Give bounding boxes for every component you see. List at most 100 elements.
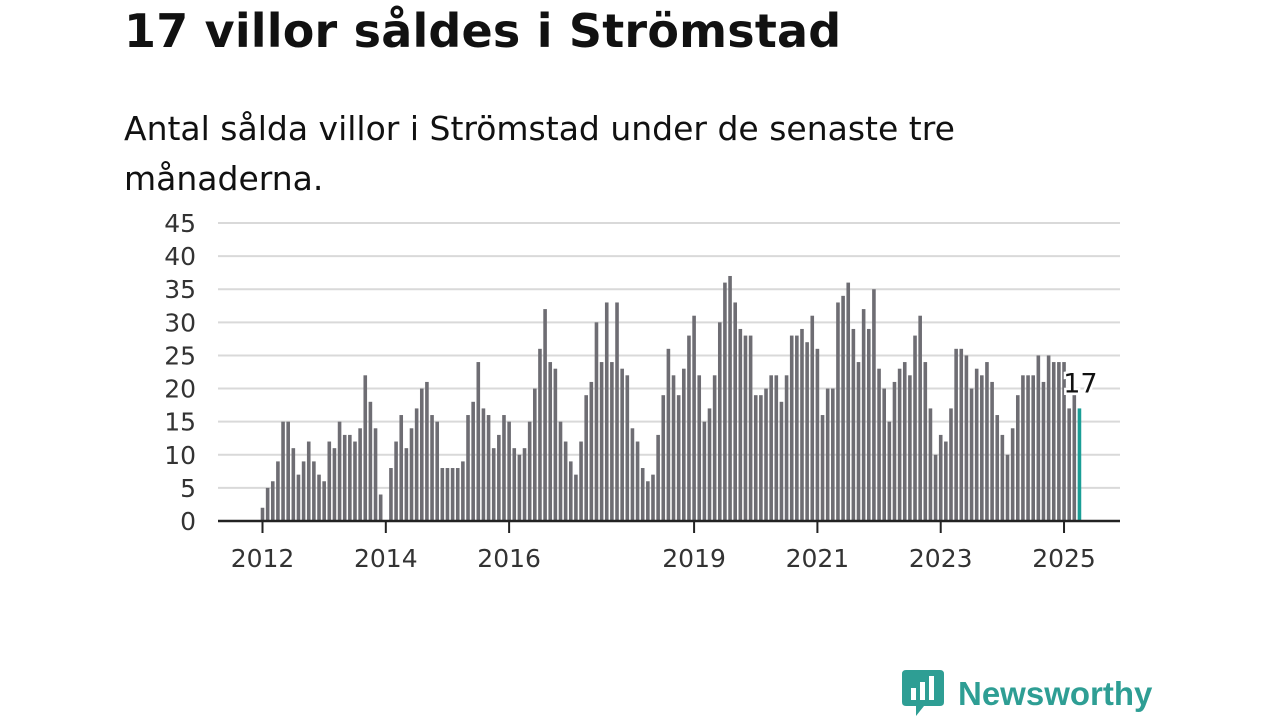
- highlight-data-label: 17: [1063, 368, 1097, 399]
- bar: [270, 481, 275, 521]
- bar: [902, 362, 907, 521]
- bar: [995, 415, 1000, 521]
- bar: [445, 468, 450, 521]
- bar: [389, 468, 393, 521]
- bar: [342, 434, 347, 521]
- bar: [337, 421, 342, 521]
- bars: 17: [260, 275, 1100, 521]
- bar: [815, 348, 820, 521]
- bar: [312, 461, 316, 521]
- bar: [1021, 375, 1025, 521]
- bar: [327, 441, 332, 521]
- bar: [604, 302, 609, 521]
- bar: [692, 315, 696, 521]
- bar: [892, 381, 897, 521]
- bar: [399, 415, 404, 521]
- bar: [959, 348, 964, 521]
- bar: [908, 375, 912, 521]
- y-tick-label: 45: [164, 209, 196, 238]
- bar: [800, 328, 804, 521]
- bar: [846, 282, 851, 521]
- bar: [769, 375, 773, 521]
- bar: [702, 421, 707, 521]
- bar: [841, 295, 845, 521]
- bar: [831, 388, 835, 521]
- bar: [579, 441, 583, 521]
- bar: [497, 434, 501, 521]
- bar: [286, 421, 290, 521]
- bar: [281, 421, 285, 521]
- bar: [1067, 408, 1071, 521]
- bar: [404, 448, 409, 521]
- bar: [322, 481, 326, 521]
- bar: [348, 434, 352, 521]
- bar: [954, 348, 958, 521]
- bar: [784, 375, 789, 521]
- bar-highlight: [1077, 408, 1082, 521]
- bar: [620, 368, 624, 521]
- bar: [409, 428, 414, 521]
- bar: [933, 454, 938, 521]
- y-tick-label: 40: [164, 242, 196, 271]
- bar: [671, 375, 676, 521]
- bar: [543, 309, 547, 521]
- bar: [461, 461, 465, 521]
- bar: [985, 362, 989, 521]
- bar: [969, 388, 974, 521]
- bar: [522, 448, 527, 521]
- bar: [533, 388, 537, 521]
- bar: [630, 428, 635, 521]
- x-tick-label: 2012: [231, 544, 295, 573]
- bar: [651, 474, 655, 521]
- bar: [646, 481, 650, 521]
- bar: [435, 421, 439, 521]
- bar: [980, 375, 984, 521]
- x-tick-label: 2016: [477, 544, 541, 573]
- bar: [759, 395, 763, 521]
- bar: [728, 275, 732, 521]
- bar: [563, 441, 568, 521]
- bar: [491, 448, 496, 521]
- bar: [661, 395, 666, 521]
- bar: [615, 302, 619, 521]
- bar: [1005, 454, 1010, 521]
- bar: [265, 487, 270, 521]
- bar: [363, 375, 368, 521]
- bar: [1057, 362, 1061, 521]
- x-tick-label: 2025: [1032, 544, 1096, 573]
- bar: [476, 362, 481, 521]
- bar: [594, 322, 599, 521]
- x-tick-label: 2021: [786, 544, 850, 573]
- bar: [795, 335, 799, 521]
- bar: [897, 368, 902, 521]
- bar: [455, 468, 460, 521]
- bar: [743, 335, 748, 521]
- bar: [1031, 375, 1035, 521]
- bar: [810, 315, 815, 521]
- bar: [440, 468, 445, 521]
- bar: [512, 448, 517, 521]
- bar: [820, 415, 825, 521]
- bar: [733, 302, 737, 521]
- bar: [481, 408, 486, 521]
- bar: [676, 395, 681, 521]
- bar: [466, 415, 470, 521]
- bar: [928, 408, 933, 521]
- bar: [723, 282, 727, 521]
- bar: [584, 395, 588, 521]
- bar: [666, 348, 671, 521]
- bar: [687, 335, 691, 521]
- x-tick-label: 2023: [909, 544, 973, 573]
- y-tick-label: 10: [164, 441, 196, 470]
- bar: [553, 368, 558, 521]
- y-tick-label: 0: [180, 507, 196, 536]
- bar: [301, 461, 306, 521]
- bar: [697, 375, 702, 521]
- bar: [882, 388, 886, 521]
- bar: [738, 328, 743, 521]
- bar: [568, 461, 573, 521]
- bar: [1036, 355, 1041, 521]
- x-tick-label: 2014: [354, 544, 418, 573]
- newsworthy-logo-icon: [902, 670, 944, 716]
